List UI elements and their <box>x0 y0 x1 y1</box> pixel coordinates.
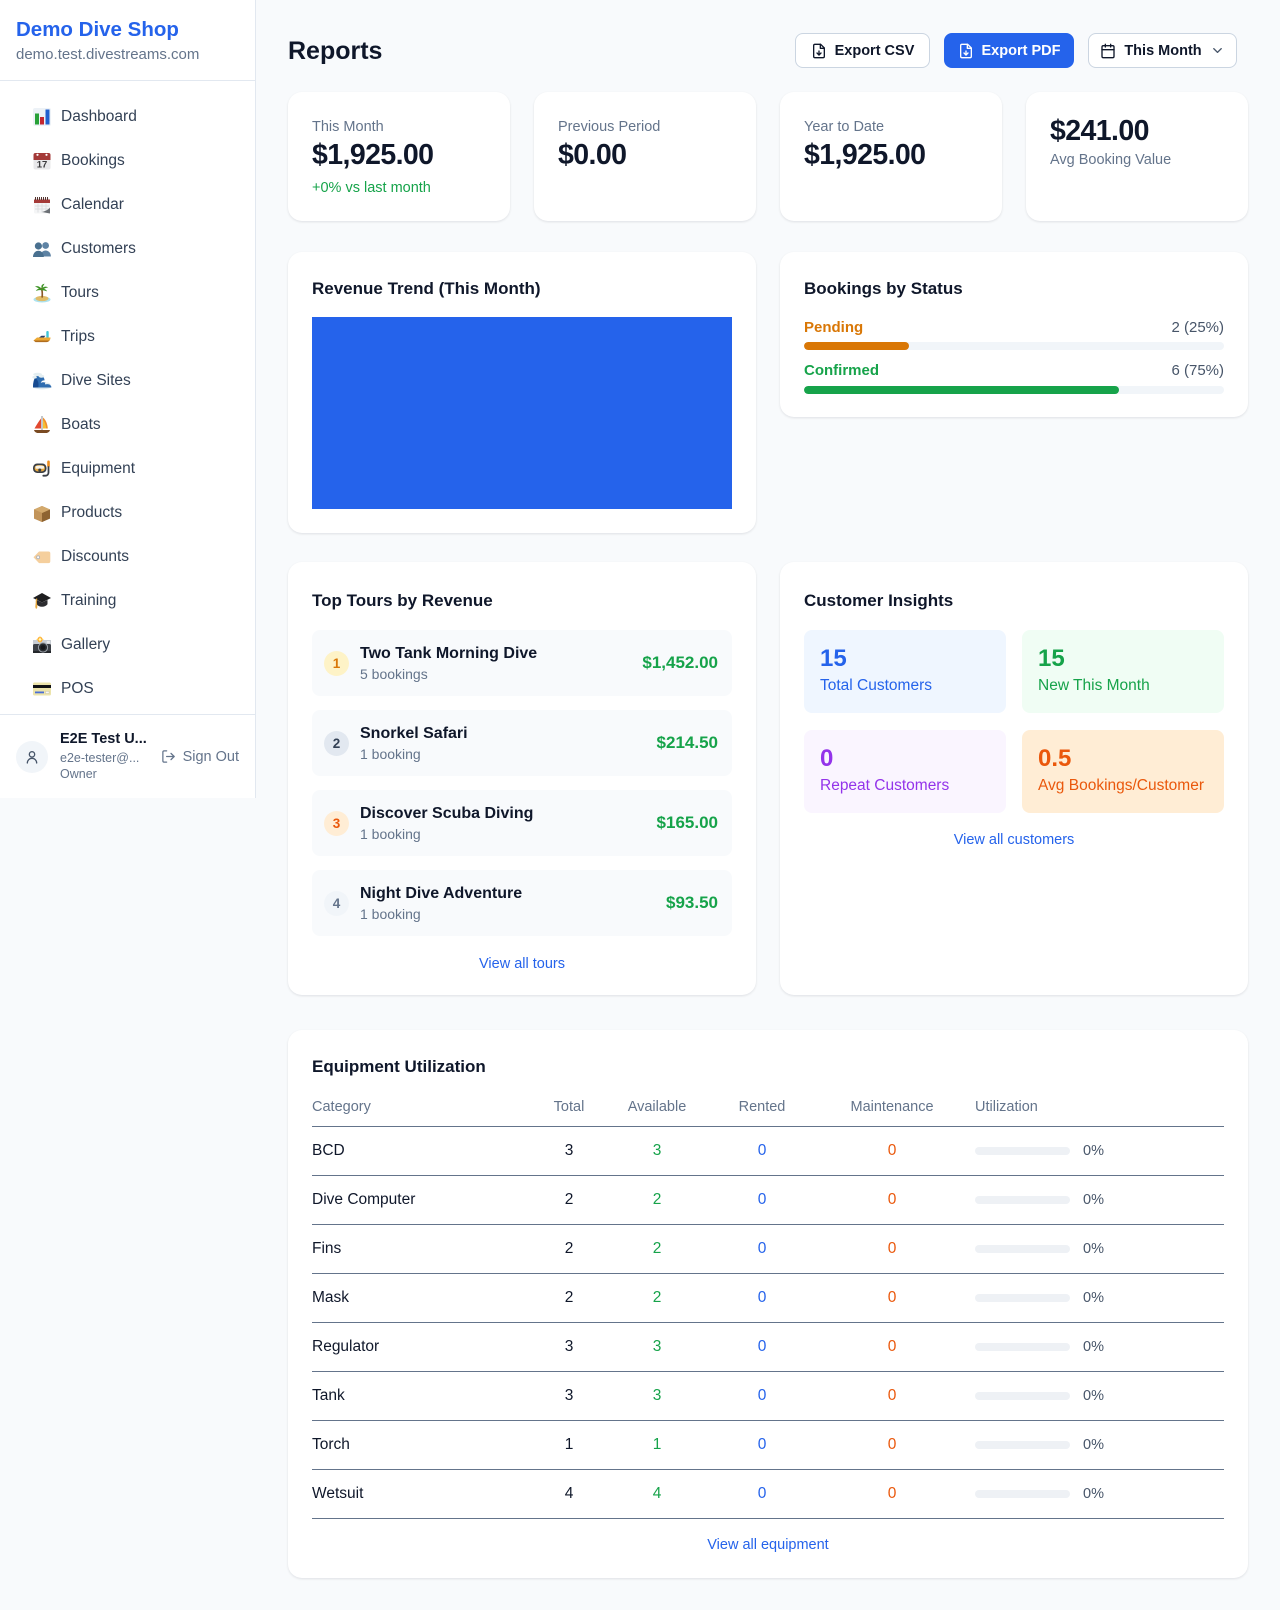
svg-text:17: 17 <box>37 160 48 171</box>
